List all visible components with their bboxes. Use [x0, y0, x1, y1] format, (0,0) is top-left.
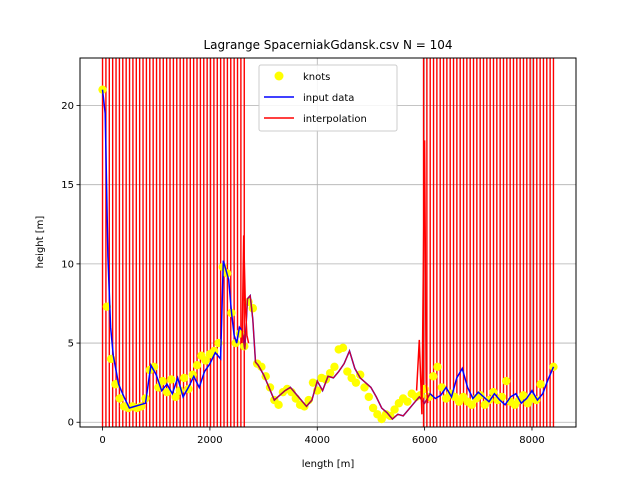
x-axis-label: length [m] [302, 459, 355, 470]
interpolation-spike [415, 140, 429, 415]
y-tick-label: 10 [61, 259, 74, 270]
knot-point [403, 397, 412, 406]
x-tick-label: 8000 [519, 435, 544, 446]
knot-point [308, 378, 318, 387]
legend-input-label: input data [303, 93, 354, 104]
knot-point [192, 361, 202, 370]
knot-point [167, 375, 176, 384]
knot-point [300, 402, 309, 411]
knot-point [115, 394, 124, 403]
knot-point [467, 400, 477, 410]
knot-point [351, 378, 361, 387]
ticks: 0 2000 4000 6000 8000 0 5 10 15 20 [61, 101, 544, 446]
knot-point [364, 392, 373, 402]
y-tick-label: 0 [68, 418, 74, 429]
knot-point [343, 367, 352, 376]
knot-point [171, 392, 180, 402]
y-tick-label: 15 [61, 180, 74, 191]
y-tick-label: 20 [61, 101, 74, 112]
knot-point [248, 304, 258, 313]
knot-point [158, 376, 167, 386]
knot-point [360, 383, 369, 392]
knot-point [368, 403, 378, 413]
knot-point [102, 302, 112, 311]
knot-point [149, 362, 159, 372]
interpolation-spike [241, 235, 250, 344]
chart-title: Lagrange SpacerniakGdansk.csv N = 104 [203, 38, 452, 52]
knot-point [257, 362, 266, 372]
x-tick-label: 4000 [305, 435, 330, 446]
knot-point [274, 400, 283, 410]
knot-point [502, 376, 511, 386]
knot-point [433, 362, 442, 372]
knot-point [325, 368, 335, 378]
interpolation-series [241, 140, 431, 420]
plot-frame [79, 57, 577, 428]
knot-point [201, 356, 210, 365]
x-tick-label: 0 [99, 435, 105, 446]
legend: knots input data interpolation [258, 64, 398, 132]
interpolation-line [241, 294, 431, 420]
legend-knots-marker [274, 71, 284, 81]
knot-point [536, 380, 545, 389]
knot-point [338, 343, 348, 353]
knot-point [519, 391, 528, 400]
knot-point [390, 405, 399, 414]
x-tick-label: 2000 [197, 435, 222, 446]
knot-point [356, 370, 365, 379]
legend-knots-label: knots [303, 72, 330, 83]
y-axis-label: height [m] [35, 216, 46, 269]
legend-interp-label: interpolation [303, 114, 367, 125]
knot-point [179, 373, 189, 383]
knot-point [98, 85, 107, 94]
x-tick-label: 6000 [412, 435, 437, 446]
knot-point [162, 387, 172, 397]
knot-point [330, 362, 339, 372]
y-tick-label: 5 [68, 339, 74, 350]
knot-point [429, 372, 438, 381]
legend-box [258, 64, 398, 132]
